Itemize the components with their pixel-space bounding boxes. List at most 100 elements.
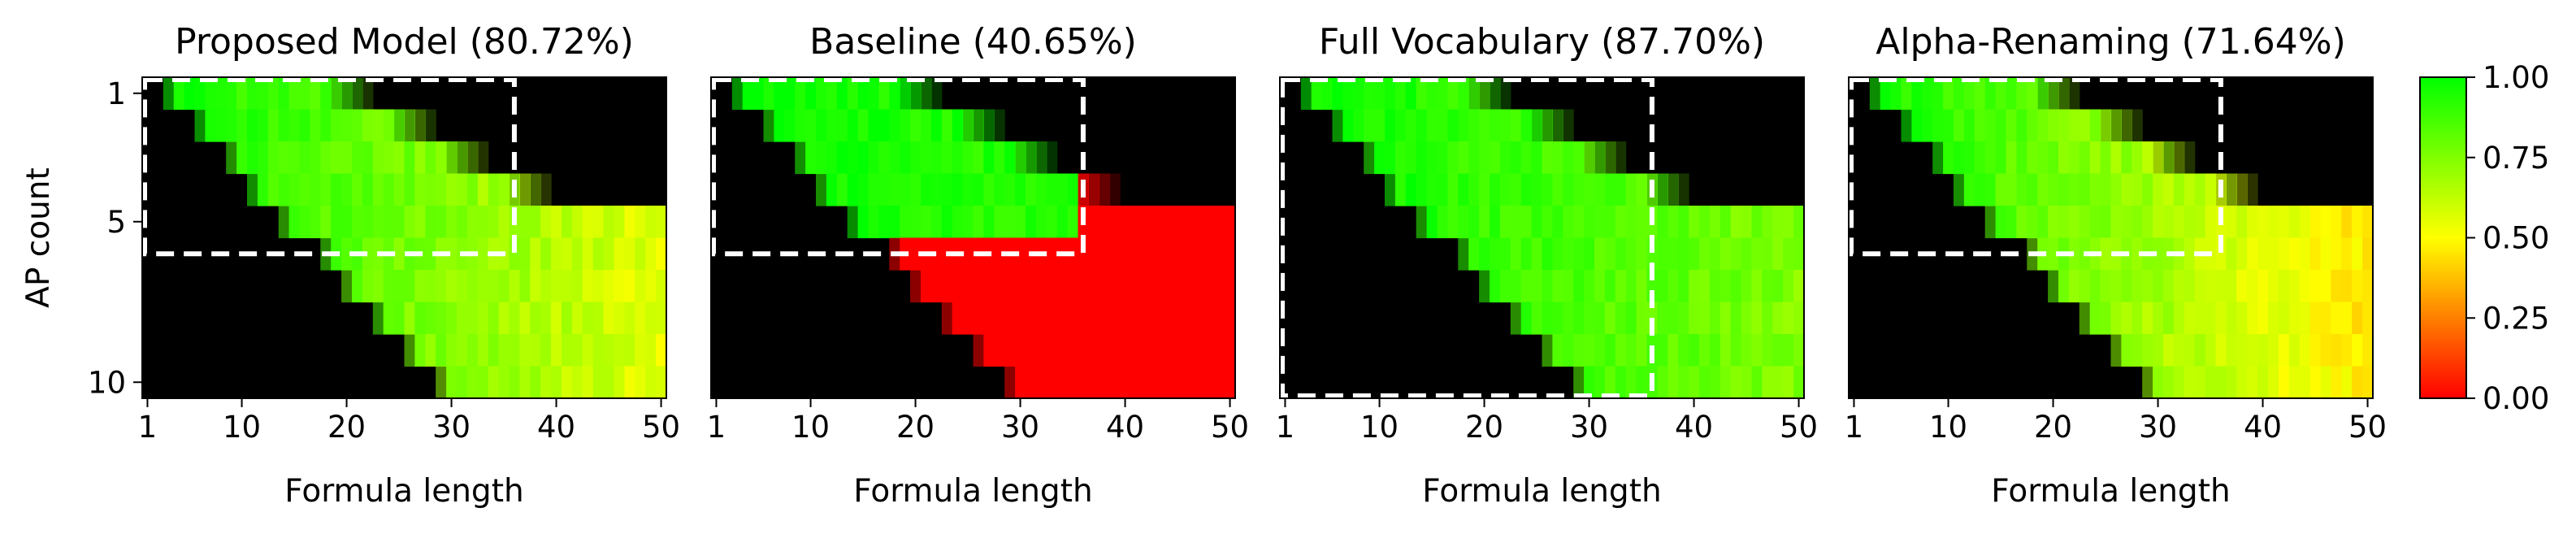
heatmap-cell (1741, 206, 1753, 239)
heatmap-cell (1657, 302, 1668, 335)
heatmap-cell (1140, 206, 1152, 239)
heatmap-cell (1172, 302, 1184, 335)
heatmap-cell (1426, 206, 1438, 239)
heatmap-cell (362, 173, 374, 206)
heatmap-cell (2278, 366, 2290, 399)
heatmap-cell (2153, 237, 2164, 271)
heatmap-cell (466, 141, 479, 175)
heatmap-cell (1056, 173, 1069, 206)
heatmap-cell (2006, 141, 2017, 175)
heatmap-cell (2058, 141, 2070, 175)
heatmap-cell (1604, 366, 1616, 399)
heatmap-cell (414, 206, 426, 239)
heatmap-cell (2257, 366, 2269, 399)
heatmap-cell (2153, 302, 2164, 335)
heatmap-cell (1140, 302, 1152, 335)
x-tick-label: 40 (2244, 410, 2282, 445)
heatmap-cell (973, 173, 984, 206)
heatmap-cell (868, 77, 879, 111)
heatmap-cell (2362, 302, 2374, 335)
heatmap-cell (994, 270, 1005, 303)
heatmap-cell (1099, 173, 1110, 206)
heatmap-cell (247, 109, 258, 142)
heatmap-cell (2362, 366, 2374, 399)
heatmap-cell (1772, 237, 1784, 271)
heatmap-cell (1869, 77, 1881, 111)
heatmap-cell (446, 366, 458, 399)
heatmap-cell (1385, 109, 1396, 142)
heatmap-cell (310, 77, 321, 111)
heatmap-cell (1984, 173, 1997, 206)
heatmap-cell (2173, 206, 2185, 239)
heatmap-cell (1604, 206, 1616, 239)
heatmap-cell (540, 334, 552, 367)
heatmap-cell (1995, 77, 2007, 111)
heatmap-cell (310, 173, 321, 206)
heatmap-cell (519, 206, 531, 239)
heatmap-cell (1067, 366, 1079, 399)
heatmap-cell (1751, 206, 1763, 239)
heatmap-cell (1751, 302, 1763, 335)
heatmap-cell (299, 206, 310, 239)
heatmap-cell (2215, 270, 2227, 303)
heatmap-cell (1584, 366, 1595, 399)
heatmap-cell (1531, 206, 1543, 239)
heatmap-cell (1056, 206, 1069, 239)
heatmap-cell (2299, 366, 2311, 399)
heatmap-cell (1531, 173, 1543, 206)
heatmap-cell (1531, 141, 1543, 175)
heatmap-cell (1214, 302, 1225, 335)
heatmap-cell (1783, 302, 1794, 335)
axes-frame (710, 76, 1236, 399)
heatmap-cell (1385, 77, 1396, 111)
heatmap-cell (498, 302, 510, 335)
heatmap-cell (457, 173, 468, 206)
heatmap-cell (889, 141, 900, 175)
heatmap-cell (2121, 302, 2132, 335)
heatmap-cell (930, 77, 943, 111)
heatmap-cell (2236, 270, 2248, 303)
heatmap-cell (530, 173, 541, 206)
heatmap-cell (2247, 173, 2258, 206)
heatmap-cell (1604, 237, 1616, 271)
heatmap-cell (383, 206, 395, 239)
heatmap-cell (1699, 237, 1711, 271)
heatmap-cell (1667, 334, 1679, 367)
heatmap-cell (184, 77, 196, 111)
heatmap-cell (466, 302, 479, 335)
heatmap-cell (2288, 366, 2301, 399)
heatmap-cell (352, 141, 363, 175)
heatmap-cell (889, 206, 900, 239)
heatmap-cell (2268, 334, 2279, 367)
heatmap-cell (404, 206, 415, 239)
heatmap-cell (2142, 173, 2153, 206)
heatmap-cell (2153, 366, 2164, 399)
heatmap-cell (1046, 302, 1058, 335)
heatmap-cell (257, 141, 269, 175)
heatmap-cell (795, 109, 806, 142)
heatmap-cell (436, 270, 447, 303)
heatmap-cell (1730, 334, 1742, 367)
heatmap-cell (1067, 206, 1079, 239)
heatmap-cell (2341, 302, 2353, 335)
heatmap-cell (1573, 237, 1585, 271)
heatmap-cell (1751, 334, 1763, 367)
heatmap-cell (1594, 334, 1606, 367)
heatmap-cell (488, 334, 500, 367)
heatmap-cell (889, 77, 900, 111)
heatmap-cell (551, 270, 562, 303)
heatmap-cell (530, 302, 541, 335)
heatmap-cell (1490, 173, 1501, 206)
heatmap-cell (1088, 334, 1099, 367)
x-tick-label: 20 (327, 410, 366, 445)
heatmap-cell (603, 334, 615, 367)
heatmap-cell (1004, 334, 1016, 367)
heatmap-cell (372, 270, 384, 303)
heatmap-cell (1552, 237, 1563, 271)
heatmap-cell (624, 366, 635, 399)
heatmap-cell (173, 77, 185, 111)
heatmap-cell (1130, 366, 1142, 399)
heatmap-cell (742, 77, 754, 111)
heatmap-cell (1741, 302, 1753, 335)
heatmap-cell (457, 141, 468, 175)
